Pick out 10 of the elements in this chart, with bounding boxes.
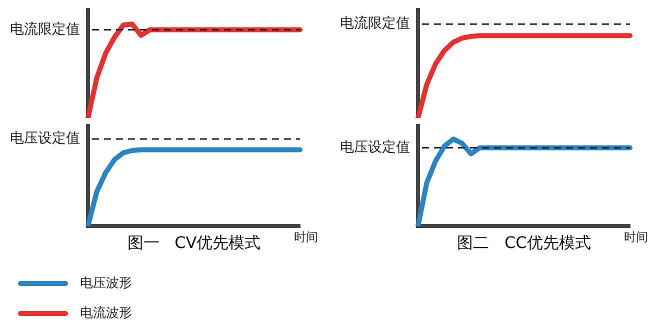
- text: 图一 CV优先模式: [127, 233, 261, 252]
- ref-line-label: 电压设定值: [340, 139, 410, 156]
- x-axis-title: 时间: [294, 230, 318, 244]
- ref-line-label: 电流限定值: [340, 16, 410, 32]
- ref-line-label: 电压设定值: [10, 130, 80, 147]
- text: 图二 CC优先模式: [457, 233, 591, 252]
- ref-line-label: 电流限定值: [10, 21, 80, 38]
- x-axis-title: 时间: [624, 230, 648, 244]
- legend-label: 电压波形: [80, 275, 132, 292]
- legend-label: 电流波形: [80, 305, 132, 322]
